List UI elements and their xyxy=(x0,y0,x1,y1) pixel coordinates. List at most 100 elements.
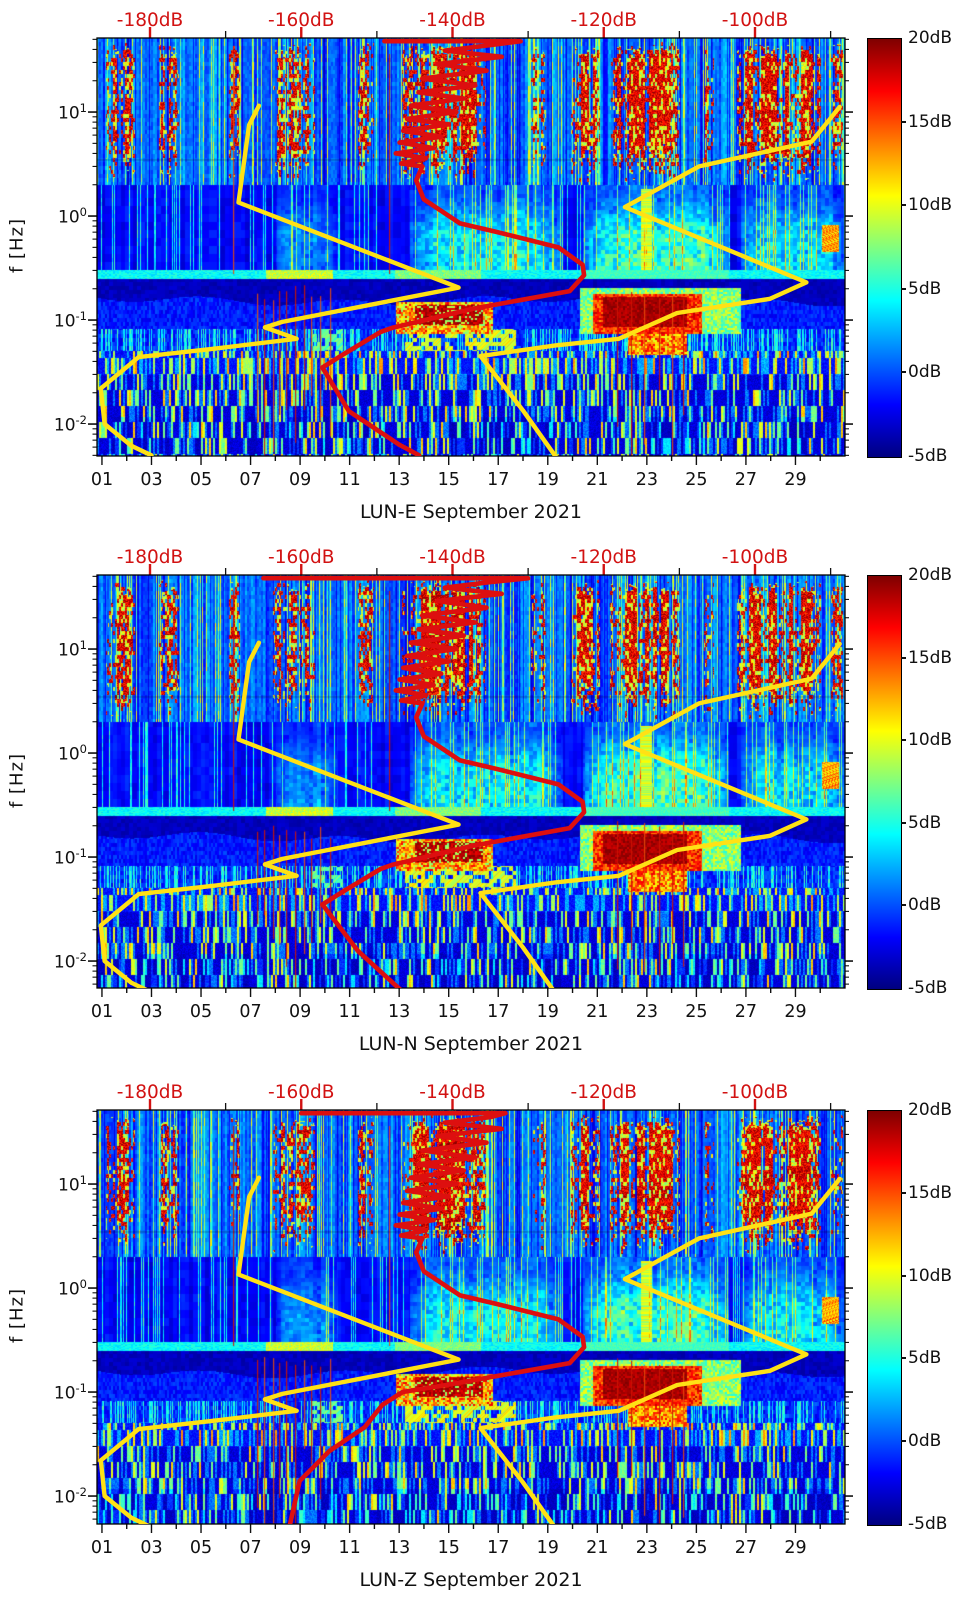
colorbar-tick-label: 0dB xyxy=(908,895,942,916)
x-tick-label: 27 xyxy=(734,1002,758,1022)
x-tick-label: 11 xyxy=(338,470,361,490)
colorbar-tick-mark xyxy=(901,1274,906,1277)
top-axis-tick-label: -180dB xyxy=(116,547,184,568)
x-tick-label: 15 xyxy=(437,1538,460,1558)
y-tick-label: 101 xyxy=(58,101,87,124)
top-axis-tick-label: -100dB xyxy=(721,10,789,31)
x-tick-label: 01 xyxy=(90,1538,114,1558)
x-tick-label: 09 xyxy=(288,1538,312,1558)
colorbar-tick-mark xyxy=(901,904,906,907)
colorbar-tick-label: 5dB xyxy=(908,812,942,833)
top-axis-tick-label: -120dB xyxy=(570,10,637,31)
top-axis-tick-label: -120dB xyxy=(570,547,637,568)
panel-title: LUN-N September 2021 xyxy=(358,1033,584,1055)
y-tick-label: 10-1 xyxy=(53,1381,87,1404)
x-tick-label: 17 xyxy=(487,1538,510,1558)
colorbar-tick-mark xyxy=(901,204,906,207)
colorbar-tick-label: 10dB xyxy=(908,1265,953,1286)
x-tick-label: 11 xyxy=(338,1002,361,1022)
x-tick-label: 19 xyxy=(536,470,559,490)
x-tick-label: 19 xyxy=(536,1538,559,1558)
x-tick-label: 13 xyxy=(388,1538,411,1558)
x-tick-label: 29 xyxy=(784,470,807,490)
y-tick-label: 10-1 xyxy=(53,309,87,332)
red-median-psd-curve xyxy=(261,575,587,988)
yellow-high-noise-model-curve xyxy=(478,1176,842,1524)
y-tick-label: 10-2 xyxy=(53,1485,87,1508)
colorbar xyxy=(867,1110,902,1526)
x-tick-label: 07 xyxy=(239,1002,262,1022)
top-axis-tick-label: -100dB xyxy=(721,1082,789,1103)
x-tick-label: 13 xyxy=(388,470,411,490)
colorbar-tick-label: 20dB xyxy=(908,565,953,585)
x-tick-label: 09 xyxy=(288,1002,312,1022)
x-tick-label: 25 xyxy=(685,1002,708,1022)
panel-title: LUN-E September 2021 xyxy=(359,501,583,523)
x-tick-label: 03 xyxy=(140,1002,163,1022)
colorbar-tick-mark xyxy=(901,739,906,742)
colorbar-tick-label: 5dB xyxy=(908,1348,942,1369)
colorbar-tick-mark xyxy=(901,1191,906,1194)
top-axis-tick-label: -180dB xyxy=(116,1082,184,1103)
colorbar-tick-label: 0dB xyxy=(908,362,942,383)
colorbar xyxy=(867,38,902,458)
y-tick-label: 101 xyxy=(58,638,87,661)
top-axis-tick-label: -140dB xyxy=(419,1082,486,1103)
x-tick-label: 21 xyxy=(586,1538,609,1558)
yellow-high-noise-model-curve xyxy=(478,641,842,988)
x-tick-label: 01 xyxy=(90,470,114,490)
colorbar-tick-label: 15dB xyxy=(908,111,953,132)
x-tick-label: 23 xyxy=(635,1538,658,1558)
top-axis-tick-label: -180dB xyxy=(116,10,184,31)
y-tick-label: 10-2 xyxy=(53,413,87,436)
top-axis-tick-label: -140dB xyxy=(419,547,486,568)
x-tick-label: 01 xyxy=(90,1002,114,1022)
x-tick-label: 09 xyxy=(288,470,312,490)
colorbar-tick-label: -5dB xyxy=(908,1514,948,1534)
yellow-high-noise-model-curve xyxy=(478,104,842,456)
axes-ticks-and-curves-overlay xyxy=(88,1099,853,1533)
colorbar-tick-label: 0dB xyxy=(908,1431,942,1452)
colorbar-tick-label: 5dB xyxy=(908,278,942,299)
x-tick-label: 07 xyxy=(239,470,262,490)
top-axis-tick-label: -160dB xyxy=(268,1082,335,1103)
colorbar-tick-mark xyxy=(901,1440,906,1443)
x-tick-label: 29 xyxy=(784,1538,807,1558)
colorbar-tick-label: 15dB xyxy=(908,647,953,668)
x-tick-label: 19 xyxy=(536,1002,559,1022)
colorbar-tick-label: -5dB xyxy=(908,978,948,998)
colorbar-tick-mark xyxy=(901,656,906,659)
x-tick-label: 03 xyxy=(140,1538,163,1558)
top-axis-tick-label: -160dB xyxy=(268,10,335,31)
top-axis-tick-label: -100dB xyxy=(721,547,789,568)
red-median-psd-curve xyxy=(287,1110,587,1524)
colorbar-tick-mark xyxy=(901,287,906,290)
x-tick-label: 29 xyxy=(784,1002,807,1022)
y-tick-label: 100 xyxy=(58,742,87,765)
y-tick-label: 100 xyxy=(58,1277,87,1300)
y-tick-label: 100 xyxy=(58,205,87,228)
colorbar-tick-mark xyxy=(901,821,906,824)
x-tick-label: 21 xyxy=(586,470,609,490)
x-tick-label: 21 xyxy=(586,1002,609,1022)
x-tick-label: 11 xyxy=(338,1538,361,1558)
colorbar-tick-label: 10dB xyxy=(908,195,953,216)
x-tick-label: 23 xyxy=(635,470,658,490)
colorbar-tick-label: 15dB xyxy=(908,1182,953,1203)
colorbar-tick-mark xyxy=(901,371,906,374)
x-tick-label: 05 xyxy=(189,470,213,490)
top-axis-tick-label: -120dB xyxy=(570,1082,637,1103)
axes-ticks-and-curves-overlay xyxy=(88,27,853,465)
x-tick-label: 05 xyxy=(189,1002,213,1022)
colorbar-tick-mark xyxy=(901,1357,906,1360)
y-tick-label: 101 xyxy=(58,1173,87,1196)
colorbar-tick-label: 20dB xyxy=(908,28,953,48)
axes-ticks-and-curves-overlay xyxy=(88,564,853,997)
y-tick-label: 10-2 xyxy=(53,950,87,973)
x-tick-label: 15 xyxy=(437,1002,460,1022)
y-tick-label: 10-1 xyxy=(53,846,87,869)
x-tick-label: 25 xyxy=(685,1538,708,1558)
panel-title: LUN-Z September 2021 xyxy=(359,1569,583,1591)
colorbar xyxy=(867,575,902,990)
